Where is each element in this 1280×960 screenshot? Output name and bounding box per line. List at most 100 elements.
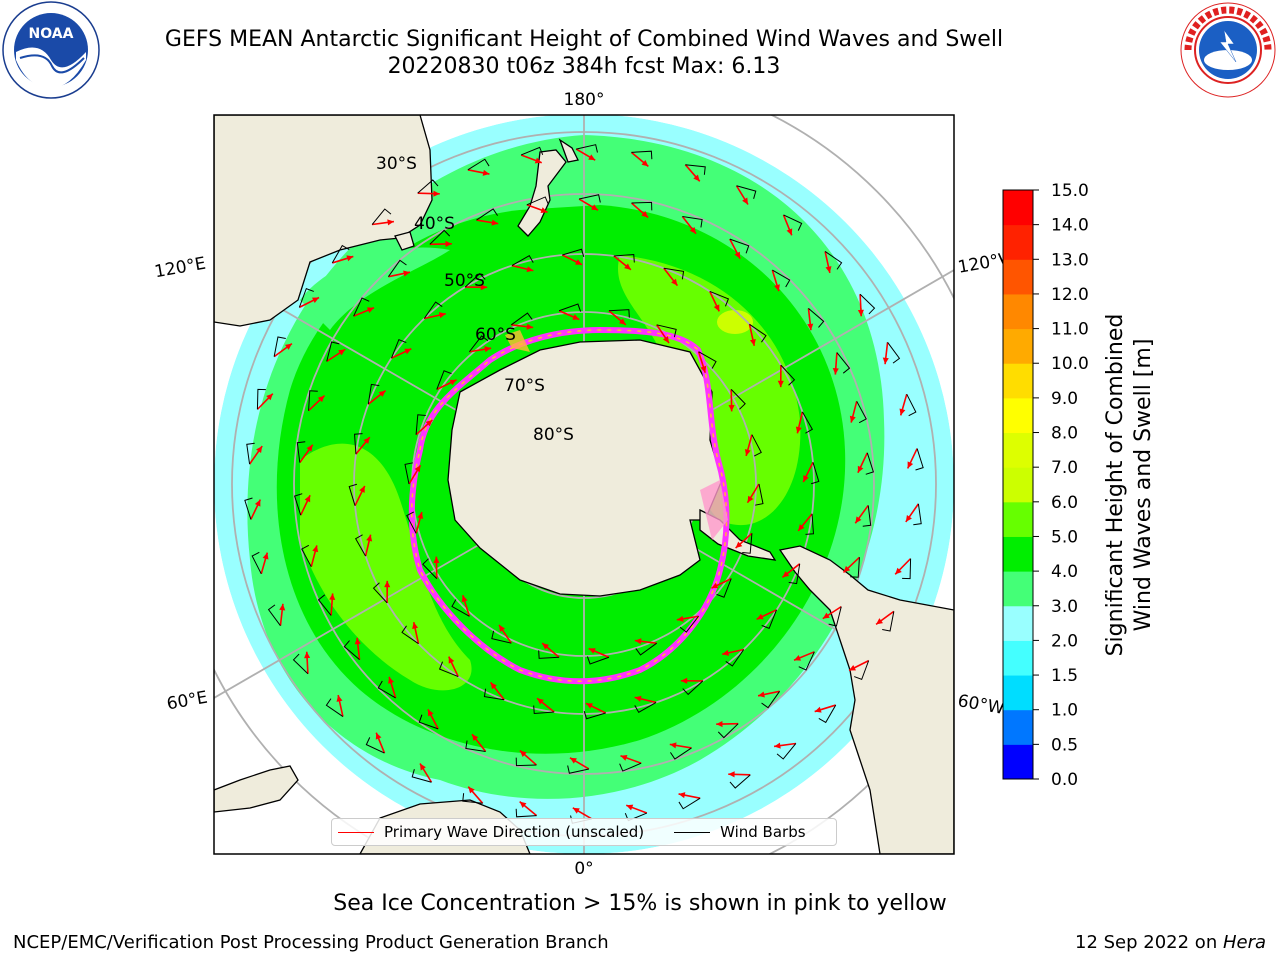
- wind-barb: [824, 251, 843, 270]
- wind-barb: [631, 201, 653, 211]
- sea-ice-edge: [408, 326, 730, 685]
- wind-barb: [736, 185, 757, 199]
- colorbar-swatch: [1003, 675, 1033, 711]
- wave-arrow-head: [317, 395, 325, 403]
- wave-arrow-head: [417, 512, 424, 519]
- wind-barb: [326, 341, 340, 362]
- lon-label-180: 180°: [564, 90, 605, 110]
- map-frame: [213, 114, 955, 855]
- legend-label-wind-barbs: Wind Barbs: [720, 823, 806, 841]
- wave-arrow-head: [433, 556, 440, 563]
- wave-arrow-head: [825, 266, 832, 273]
- wind-barb: [511, 312, 533, 326]
- colorbar-tick-label: 11.0: [1051, 320, 1089, 340]
- wave-arrow-head: [716, 720, 723, 728]
- wave-arrow-head: [445, 240, 452, 248]
- noaa-logo: NOAA: [2, 1, 100, 99]
- wave-arrow-head: [782, 571, 790, 578]
- wind-barb: [742, 533, 753, 554]
- wave-arrow-head: [420, 763, 426, 771]
- wind-barb: [682, 216, 703, 228]
- wave-arrow-head: [734, 251, 741, 259]
- colorbar-swatch: [1003, 190, 1033, 226]
- wind-barb: [679, 615, 699, 633]
- wave-arrow-head: [895, 567, 902, 575]
- wave-arrow-head: [491, 219, 499, 226]
- wind-barb: [882, 611, 895, 632]
- colorbar-swatch: [1003, 293, 1033, 330]
- wave-arrow-head: [484, 346, 492, 353]
- wave-arrow-head: [425, 419, 433, 427]
- footer-date-text: 12 Sep 2022 on: [1075, 932, 1223, 953]
- wind-barb: [755, 483, 764, 506]
- lat-label-50s: 50°S: [444, 271, 485, 291]
- wave-arrow-head: [285, 343, 292, 350]
- wind-barb: [685, 164, 706, 175]
- wave-arrow-head: [634, 695, 642, 702]
- wind-barb: [317, 594, 332, 616]
- wave-arrow-head: [468, 786, 475, 794]
- wave-arrow-head: [414, 465, 421, 473]
- wave-arrow-head: [378, 390, 386, 397]
- wind-barb: [467, 158, 490, 171]
- wind-barb: [415, 414, 426, 435]
- wind-barb: [436, 370, 452, 390]
- wave-arrow-head: [306, 444, 313, 452]
- wind-barb: [808, 307, 825, 328]
- wave-arrow-head: [634, 638, 642, 645]
- wind-barb: [429, 229, 451, 245]
- wind-barb: [308, 390, 318, 411]
- wind-barb: [267, 604, 281, 626]
- wave-arrow-head: [490, 682, 497, 690]
- wind-barb: [511, 254, 534, 267]
- wind-barbs: [244, 144, 924, 824]
- wind-barb: [836, 352, 851, 374]
- wind-barb: [780, 364, 796, 386]
- wave-arrow-head: [336, 695, 343, 702]
- wave-arrow-head: [876, 618, 883, 625]
- wind-barb: [367, 383, 380, 405]
- wind-barb: [854, 660, 870, 681]
- wave-arrow-head: [338, 349, 346, 356]
- wind-barb: [371, 208, 392, 225]
- wave-arrow-head: [662, 336, 669, 344]
- wind-barb: [483, 688, 505, 701]
- wave-arrow-head: [312, 297, 320, 304]
- wave-arrow-head: [624, 263, 631, 270]
- wind-barb: [783, 214, 803, 231]
- wave-arrow-head: [254, 499, 261, 507]
- wind-barb: [354, 433, 363, 455]
- colorbar-swatch: [1003, 363, 1033, 399]
- wind-barb: [417, 179, 439, 194]
- footer-date: 12 Sep 2022 on Hera: [1075, 932, 1266, 953]
- wind-barb: [576, 144, 598, 153]
- wave-arrow-head: [899, 408, 906, 416]
- wave-arrow-head: [519, 801, 527, 808]
- lat-label-30s: 30°S: [376, 154, 417, 174]
- wave-arrow-head: [572, 807, 580, 814]
- wave-arrow-head: [588, 648, 596, 654]
- wind-barb: [902, 558, 912, 580]
- wave-arrow-head: [588, 154, 596, 161]
- wind-barb: [246, 442, 255, 465]
- colorbar-swatch: [1003, 709, 1033, 745]
- colorbar-swatch: [1003, 640, 1033, 676]
- wave-arrow-head: [669, 742, 677, 749]
- wave-arrow-head: [905, 514, 912, 522]
- wave-arrow-head: [427, 709, 434, 717]
- wind-barb: [631, 150, 653, 160]
- wind-barb: [913, 503, 922, 526]
- wave-arrow-head: [304, 495, 311, 503]
- chart-title: GEFS MEAN Antarctic Significant Height o…: [164, 27, 1004, 52]
- wave-arrow-head: [857, 465, 864, 473]
- wave-arrow-head: [569, 757, 577, 764]
- wind-barb: [856, 401, 867, 424]
- wind-barb: [377, 680, 396, 699]
- wind-barb: [404, 462, 413, 485]
- wave-arrow-head: [742, 197, 748, 205]
- wave-arrow-head: [354, 637, 361, 645]
- lon-label-60w: 60°W: [956, 691, 1006, 719]
- wind-barb: [678, 797, 701, 810]
- colorbar-tick-label: 0.5: [1051, 735, 1078, 755]
- wave-arrow-head: [262, 552, 269, 560]
